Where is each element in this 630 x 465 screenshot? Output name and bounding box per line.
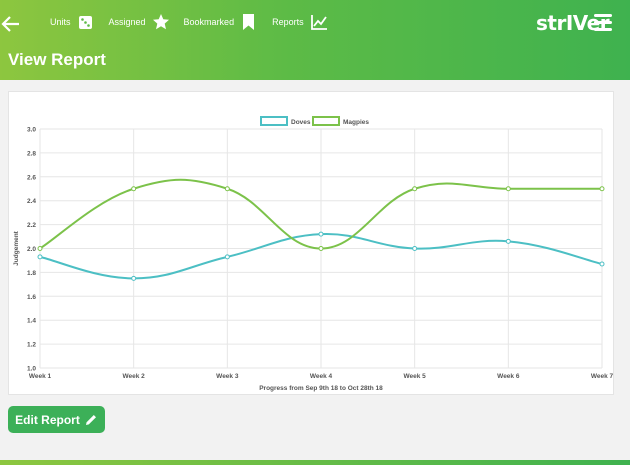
data-point-doves	[224, 254, 230, 260]
edit-report-button[interactable]: Edit Report	[8, 406, 105, 433]
hamburger-menu-icon[interactable]	[594, 14, 612, 31]
data-point-magpies	[599, 186, 605, 192]
nav-bookmarked[interactable]: Bookmarked	[184, 13, 259, 31]
dice-icon	[78, 16, 92, 29]
x-tick-label: Week 5	[404, 373, 427, 380]
y-tick-label: 3.0	[27, 127, 36, 134]
x-tick-label: Week 3	[216, 373, 239, 380]
nav-assigned[interactable]: Assigned	[109, 13, 170, 31]
data-point-magpies	[224, 186, 230, 192]
y-tick-label: 2.6	[27, 174, 36, 181]
legend-swatch-doves	[260, 116, 288, 126]
nav-units[interactable]: Units	[50, 13, 95, 31]
nav-bookmarked-label: Bookmarked	[183, 17, 235, 27]
x-axis-title: Progress from Sep 9th 18 to Oct 28th 18	[259, 385, 383, 392]
x-tick-label: Week 7	[591, 373, 613, 380]
x-tick-label: Week 4	[310, 373, 333, 380]
nav-assigned-label: Assigned	[108, 17, 146, 27]
data-point-magpies	[37, 246, 43, 251]
legend-label-doves: Doves	[291, 119, 311, 126]
data-point-doves	[599, 261, 605, 267]
data-point-magpies	[131, 186, 137, 192]
data-point-doves	[131, 275, 137, 281]
y-tick-label: 1.8	[27, 270, 36, 277]
y-tick-label: 1.2	[27, 342, 36, 349]
x-tick-label: Week 1	[29, 373, 52, 380]
x-tick-label: Week 6	[497, 373, 520, 380]
y-tick-label: 1.4	[27, 318, 36, 325]
main-nav: Units Assigned Bookmarked Reports	[50, 13, 342, 31]
bookmark-icon	[243, 14, 255, 30]
y-axis-title: Judgement	[13, 230, 20, 266]
top-bar: Units Assigned Bookmarked Reports	[0, 0, 630, 80]
y-tick-label: 2.0	[27, 246, 36, 253]
data-point-doves	[505, 238, 511, 244]
report-chart-card: 1.0 1.2 1.4 1.6 1.8 2.0 2.2 2.4 2.6 2.8 3.0 Week 1 W…	[8, 91, 614, 395]
data-point-doves	[318, 231, 324, 237]
nav-units-label: Units	[50, 17, 71, 27]
line-chart-icon	[310, 15, 327, 30]
data-point-magpies	[318, 246, 324, 251]
legend-label-magpies: Magpies	[343, 119, 369, 126]
nav-reports-label: Reports	[272, 17, 304, 27]
y-tick-label: 2.8	[27, 150, 36, 157]
edit-report-label: Edit Report	[15, 412, 80, 427]
legend-swatch-magpies	[312, 116, 340, 126]
x-tick-label: Week 2	[123, 373, 146, 380]
pencil-icon	[85, 414, 96, 425]
y-tick-label: 2.2	[27, 222, 36, 229]
data-point-doves	[37, 254, 43, 260]
footer-strip	[0, 460, 630, 465]
star-icon	[152, 14, 169, 30]
back-arrow-icon[interactable]	[0, 14, 22, 36]
line-chart: 1.0 1.2 1.4 1.6 1.8 2.0 2.2 2.4 2.6 2.8 3.0 Week 1 W…	[13, 116, 613, 392]
page-title: View Report	[8, 50, 106, 69]
y-tick-label: 1.0	[27, 366, 36, 373]
y-tick-label: 1.6	[27, 294, 36, 301]
nav-reports[interactable]: Reports	[272, 13, 328, 31]
y-tick-label: 2.4	[27, 198, 36, 205]
data-point-magpies	[412, 186, 418, 192]
data-point-doves	[412, 246, 418, 251]
data-point-magpies	[505, 186, 511, 192]
